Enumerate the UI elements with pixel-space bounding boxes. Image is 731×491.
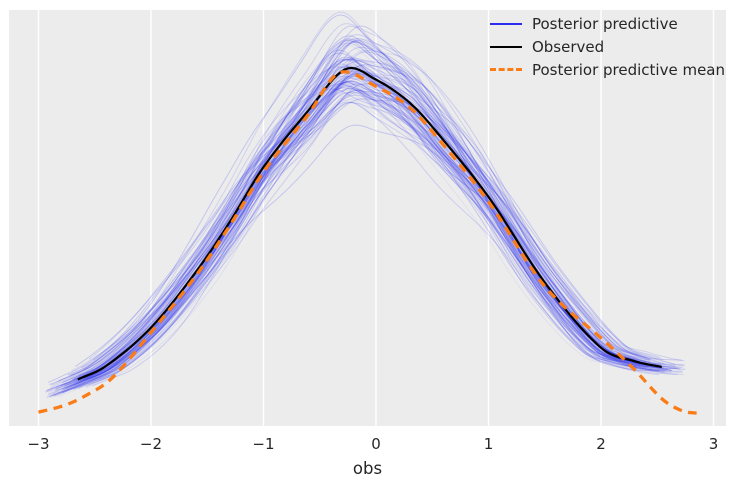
posterior-predictive-mean-dash-icon — [489, 68, 523, 71]
legend-label: Observed — [531, 37, 605, 56]
observed-line-icon — [489, 45, 523, 48]
posterior-predictive-line-icon — [489, 22, 523, 25]
x-tick-label: 1 — [483, 435, 494, 453]
x-tick-label: 0 — [371, 435, 381, 453]
x-tick-label: −1 — [252, 435, 275, 453]
legend-item-posterior-predictive: Posterior predictive — [489, 14, 725, 33]
legend-label: Posterior predictive mean — [531, 60, 725, 79]
x-tick-label: 3 — [708, 435, 719, 453]
legend-item-observed: Observed — [489, 37, 725, 56]
legend-label: Posterior predictive — [531, 14, 678, 33]
x-axis-label: obs — [352, 459, 383, 478]
x-tick-label: −2 — [139, 435, 163, 453]
legend-item-posterior-predictive-mean: Posterior predictive mean — [489, 60, 725, 79]
x-tick-label: 2 — [596, 435, 606, 453]
legend: Posterior predictive Observed Posterior … — [489, 14, 725, 79]
x-tick-label: −3 — [27, 435, 50, 453]
